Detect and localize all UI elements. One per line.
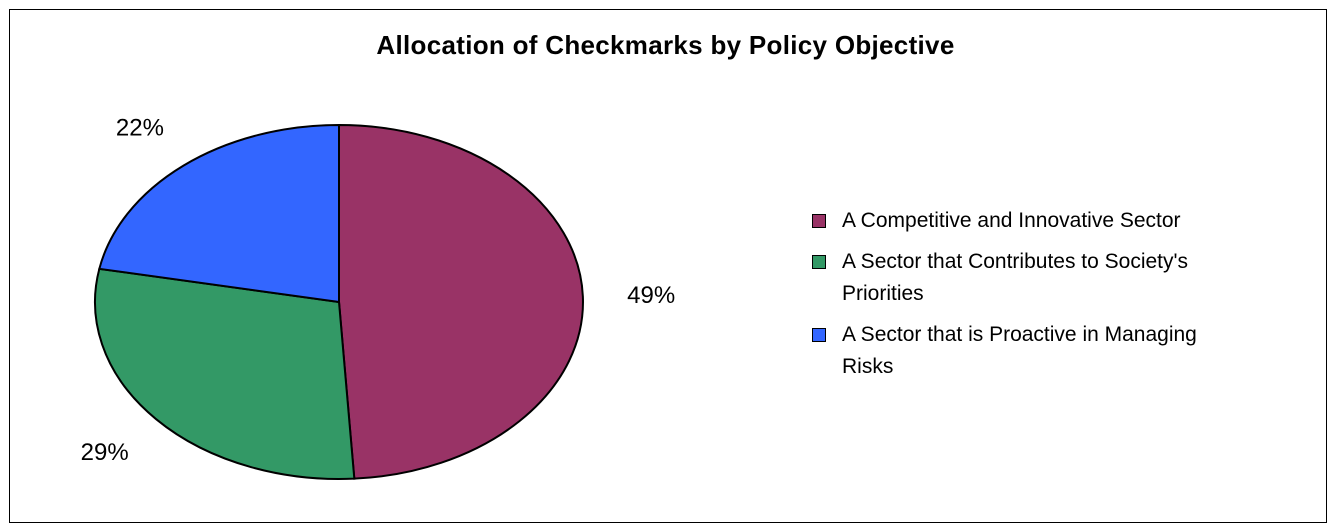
- legend-swatch-2: [812, 255, 826, 269]
- legend-label-1: A Competitive and Innovative Sector: [842, 209, 1181, 232]
- legend-label-3: A Sector that is Proactive in Managing R…: [842, 323, 1197, 378]
- legend-label-2: A Sector that Contributes to Society's P…: [842, 250, 1189, 305]
- data-label-1: 49%: [627, 282, 675, 309]
- legend-item-3: A Sector that is Proactive in Managing R…: [812, 319, 1232, 383]
- pie-slice-1: [338, 123, 584, 480]
- chart-title: Allocation of Checkmarks by Policy Objec…: [376, 30, 955, 60]
- legend-swatch-1: [812, 214, 826, 228]
- pie-slice-3: [98, 123, 340, 304]
- data-label-3: 22%: [116, 114, 164, 141]
- pie-slice-2: [94, 267, 356, 480]
- chart-legend: A Competitive and Innovative Sector A Sec…: [812, 205, 1232, 392]
- legend-swatch-3: [812, 328, 826, 342]
- data-label-2: 29%: [81, 439, 129, 466]
- legend-item-2: A Sector that Contributes to Society's P…: [812, 246, 1232, 310]
- legend-item-1: A Competitive and Innovative Sector: [812, 205, 1232, 237]
